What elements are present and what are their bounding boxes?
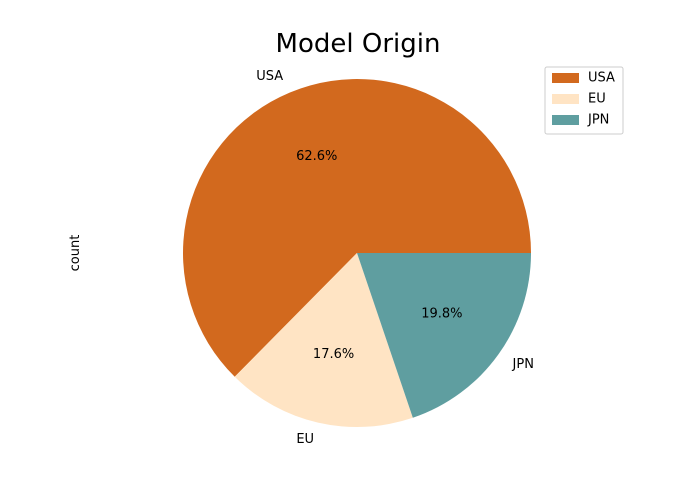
legend: USA EU JPN <box>544 66 624 135</box>
legend-swatch-jpn <box>552 115 579 125</box>
legend-label-jpn: JPN <box>587 113 609 128</box>
legend-swatch-eu <box>552 94 579 104</box>
legend-label-eu: EU <box>588 92 606 107</box>
percent-label-usa: 62.6% <box>296 149 337 164</box>
pie-percent-labels: 62.6% 17.6% 19.8% <box>296 149 462 362</box>
legend-swatch-usa <box>552 73 579 83</box>
chart-title: Model Origin <box>276 29 441 59</box>
percent-label-jpn: 19.8% <box>421 306 462 321</box>
percent-label-eu: 17.6% <box>313 347 354 362</box>
legend-label-usa: USA <box>588 71 615 86</box>
slice-label-usa: USA <box>256 69 283 84</box>
pie-slice-usa <box>183 79 531 377</box>
pie-slice-eu <box>234 253 413 427</box>
y-axis-label: count <box>68 235 83 272</box>
pie-slices <box>183 79 531 427</box>
pie-slice-jpn <box>357 253 531 418</box>
slice-label-jpn: JPN <box>512 357 534 372</box>
slice-label-eu: EU <box>296 432 314 447</box>
pie-slice-labels: USA EU JPN <box>256 69 534 447</box>
